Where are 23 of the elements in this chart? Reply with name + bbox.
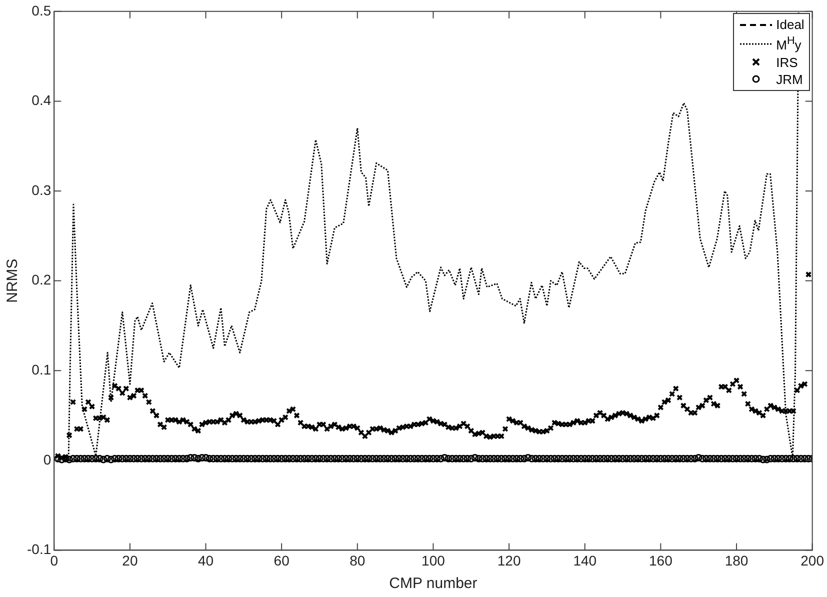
x-tick-label: 120 [497,552,521,568]
y-tick-label: 0.4 [32,92,52,108]
x-tick-label: 180 [724,552,748,568]
y-tick-label: 0.5 [32,2,52,18]
y-tick-label: -0.1 [27,541,52,558]
x-tick-label: 140 [573,552,597,568]
y-tick-label: 0 [43,451,52,468]
x-tick-label: 100 [422,552,446,568]
legend-label: M$^{H}$y [776,34,802,54]
y-tick-label: 0.2 [32,272,52,288]
x-tick-label: 20 [122,552,138,568]
x-tick-label: 40 [198,552,214,568]
x-tick-label: 80 [350,552,366,568]
x-tick-label: 200 [800,552,824,568]
x-tick-label: 160 [649,552,673,568]
legend-label: Ideal [776,16,804,34]
y-axis-title: NRMS [4,258,22,303]
legend-label: IRS [776,54,798,71]
legend-label: JRM [776,70,803,88]
y-tick-label: 0.1 [32,361,52,378]
x-axis-title: CMP number [389,575,478,592]
x-tick-label: 60 [274,552,290,568]
y-tick-label: 0.3 [32,182,52,198]
